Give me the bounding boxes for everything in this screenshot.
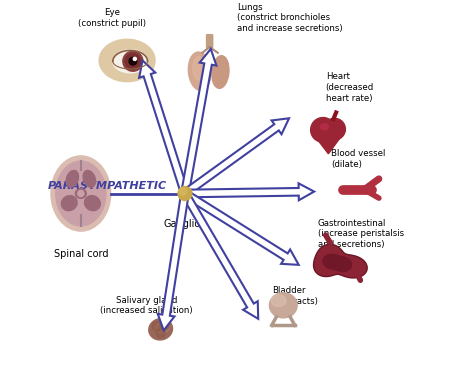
Text: Gastrointestinal
(increase peristalsis
and secretions): Gastrointestinal (increase peristalsis a… bbox=[318, 219, 404, 249]
Polygon shape bbox=[182, 118, 289, 197]
Text: Eye
(constrict pupil): Eye (constrict pupil) bbox=[78, 9, 146, 28]
Circle shape bbox=[133, 57, 137, 60]
Text: Salivary gland
(increased salivation): Salivary gland (increased salivation) bbox=[100, 296, 193, 315]
Polygon shape bbox=[310, 131, 346, 154]
Text: Spinal cord: Spinal cord bbox=[54, 249, 108, 259]
Polygon shape bbox=[139, 60, 189, 195]
FancyBboxPatch shape bbox=[207, 34, 213, 48]
Polygon shape bbox=[182, 192, 258, 319]
Text: PARASYMPATHETIC: PARASYMPATHETIC bbox=[48, 181, 167, 191]
Polygon shape bbox=[183, 190, 299, 265]
Text: Lungs
(constrict bronchioles
and increase secretions): Lungs (constrict bronchioles and increas… bbox=[237, 3, 343, 33]
Ellipse shape bbox=[66, 170, 79, 187]
Polygon shape bbox=[181, 49, 217, 194]
Polygon shape bbox=[185, 183, 314, 200]
Text: Ganglion: Ganglion bbox=[163, 219, 207, 229]
Circle shape bbox=[179, 188, 187, 195]
Ellipse shape bbox=[192, 57, 204, 80]
Text: Heart
(decreased
heart rate): Heart (decreased heart rate) bbox=[326, 72, 374, 103]
Text: Blood vessel
(dilate): Blood vessel (dilate) bbox=[331, 149, 386, 169]
Circle shape bbox=[156, 329, 165, 338]
Circle shape bbox=[152, 322, 162, 331]
Polygon shape bbox=[322, 253, 352, 272]
Ellipse shape bbox=[61, 195, 77, 211]
Circle shape bbox=[129, 57, 137, 65]
Ellipse shape bbox=[269, 293, 297, 318]
Ellipse shape bbox=[113, 50, 147, 73]
Ellipse shape bbox=[155, 322, 170, 333]
Circle shape bbox=[160, 321, 169, 330]
Ellipse shape bbox=[212, 56, 229, 88]
Ellipse shape bbox=[99, 39, 155, 82]
Polygon shape bbox=[158, 193, 189, 330]
Text: Bladder
(contracts): Bladder (contracts) bbox=[272, 286, 319, 306]
Circle shape bbox=[324, 118, 346, 140]
Ellipse shape bbox=[83, 170, 95, 187]
Ellipse shape bbox=[75, 189, 86, 198]
Ellipse shape bbox=[84, 195, 100, 211]
Ellipse shape bbox=[188, 52, 211, 91]
Circle shape bbox=[310, 118, 335, 142]
Circle shape bbox=[123, 51, 143, 71]
Ellipse shape bbox=[271, 295, 286, 307]
Circle shape bbox=[125, 53, 141, 69]
Polygon shape bbox=[313, 244, 367, 278]
Circle shape bbox=[78, 190, 84, 197]
Ellipse shape bbox=[51, 156, 111, 231]
Ellipse shape bbox=[56, 161, 106, 226]
Ellipse shape bbox=[149, 319, 173, 340]
Ellipse shape bbox=[321, 124, 328, 130]
Circle shape bbox=[178, 187, 192, 200]
